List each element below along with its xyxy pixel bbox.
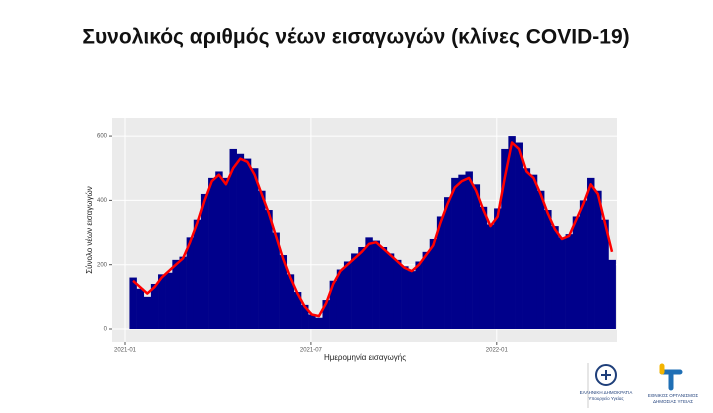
x-tick-label: 2021-07 xyxy=(300,348,323,354)
bar xyxy=(472,184,481,329)
x-tick-label: 2022-01 xyxy=(486,348,509,354)
bar xyxy=(286,274,295,329)
bar xyxy=(186,237,195,329)
bar xyxy=(408,271,416,329)
bar xyxy=(143,296,152,329)
bar xyxy=(265,210,273,329)
bar xyxy=(479,206,488,329)
slide-title: Συνολικός αριθμός νέων εισαγωγών (κλίνες… xyxy=(82,26,629,49)
bar xyxy=(329,280,338,329)
bar xyxy=(558,237,566,329)
logo-text: Υπουργείο Υγείας xyxy=(588,396,624,401)
bar xyxy=(129,277,137,329)
bar xyxy=(336,269,345,329)
bar xyxy=(250,168,259,329)
bar xyxy=(236,153,245,329)
bar xyxy=(322,300,330,329)
bar xyxy=(465,171,473,329)
bar xyxy=(343,261,352,329)
bar xyxy=(451,177,459,329)
bar xyxy=(508,136,516,329)
trend-line xyxy=(132,141,614,318)
bar xyxy=(208,177,216,329)
bar xyxy=(193,219,202,329)
bar xyxy=(222,177,230,329)
eody-mark xyxy=(659,369,683,391)
bar xyxy=(272,232,280,329)
bar xyxy=(215,171,223,329)
bar xyxy=(608,259,616,329)
bar xyxy=(494,208,502,329)
bar xyxy=(551,226,559,329)
y-tick-label: 200 xyxy=(97,262,108,268)
bar xyxy=(458,174,466,329)
bar xyxy=(444,197,452,329)
logo-eody: ΕΘΝΙΚΟΣ ΟΡΓΑΝΙΣΜΟΣ ΔΗΜΟΣΙΑΣ ΥΓΕΙΑΣ xyxy=(648,363,698,404)
bar xyxy=(529,174,538,329)
logo-text: ΕΘΝΙΚΟΣ ΟΡΓΑΝΙΣΜΟΣ xyxy=(648,393,698,398)
bar xyxy=(565,234,574,329)
bar xyxy=(365,237,373,329)
bar xyxy=(229,148,237,329)
bar xyxy=(594,190,602,329)
logo-ministry: ΕΛΛΗΝΙΚΗ ΔΗΜΟΚΡΑΤΙΑ Υπουργείο Υγείας xyxy=(580,364,633,401)
bar xyxy=(579,200,588,329)
bar xyxy=(358,247,366,329)
bar xyxy=(243,158,252,329)
bar xyxy=(165,272,173,329)
bar xyxy=(544,210,552,329)
bar xyxy=(515,142,523,329)
y-axis-title: Σύνολο νέων εισαγωγών xyxy=(85,186,94,274)
bar xyxy=(372,240,380,329)
y-tick-label: 600 xyxy=(97,134,108,140)
bar xyxy=(172,259,180,329)
bar xyxy=(522,168,531,329)
bar xyxy=(436,216,445,329)
x-axis-title: Ημερομηνία εισαγωγής xyxy=(324,353,406,362)
bar xyxy=(379,247,388,329)
bar xyxy=(587,177,595,329)
bar xyxy=(601,219,609,329)
bar xyxy=(315,317,323,329)
y-tick-label: 400 xyxy=(97,198,108,204)
logo-text: ΔΗΜΟΣΙΑΣ ΥΓΕΙΑΣ xyxy=(653,399,693,404)
bar xyxy=(301,304,309,329)
bar xyxy=(422,251,431,329)
x-tick-label: 2021-01 xyxy=(114,348,137,354)
emblem xyxy=(595,364,617,386)
bar xyxy=(393,259,402,329)
bar xyxy=(351,253,359,329)
bar xyxy=(429,238,438,329)
bar xyxy=(401,266,409,329)
bar xyxy=(536,190,545,329)
logo-text: ΕΛΛΗΝΙΚΗ ΔΗΜΟΚΡΑΤΙΑ xyxy=(580,390,633,395)
bar xyxy=(293,292,302,329)
bar xyxy=(308,314,316,329)
bar xyxy=(150,283,159,329)
y-tick-label: 0 xyxy=(104,327,108,333)
bar xyxy=(258,190,266,329)
bar xyxy=(386,253,395,329)
bar xyxy=(179,256,187,329)
bar xyxy=(158,274,166,329)
bar xyxy=(415,261,423,329)
emblem-cross xyxy=(601,370,611,380)
bar xyxy=(501,148,509,329)
bar xyxy=(200,193,209,329)
bar xyxy=(572,216,581,329)
bar xyxy=(136,288,145,329)
bar xyxy=(486,224,495,329)
bar xyxy=(279,255,288,329)
